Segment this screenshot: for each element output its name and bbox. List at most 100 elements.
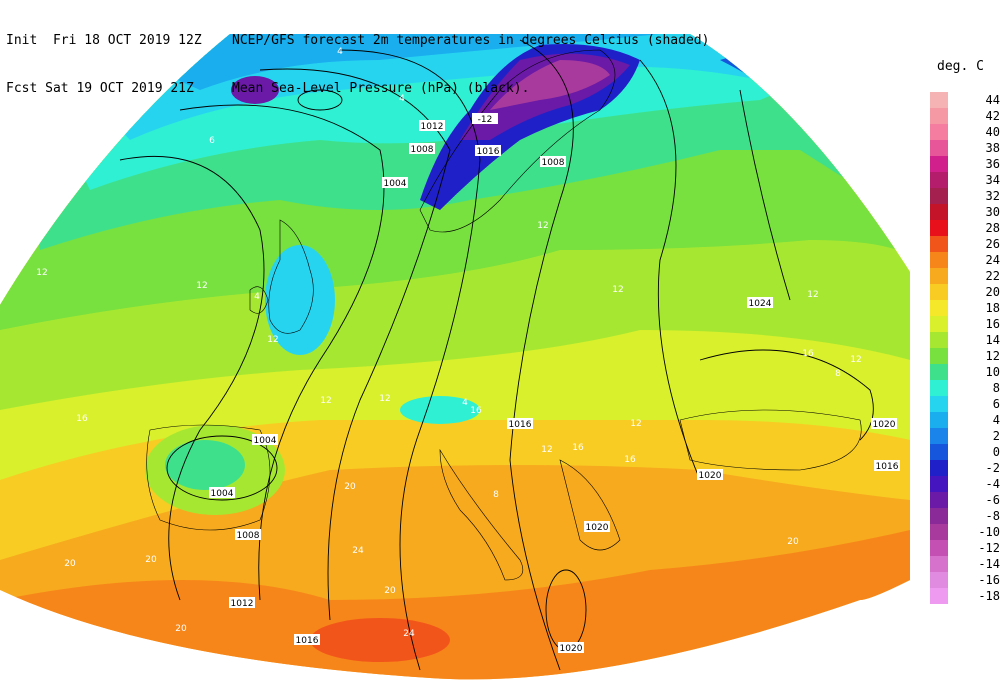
svg-text:1016: 1016 bbox=[477, 147, 500, 157]
legend-label: 40 bbox=[985, 125, 1000, 139]
temperature-label: 24 bbox=[403, 629, 415, 639]
temperature-label: 24 bbox=[352, 546, 364, 556]
temperature-label: 4 bbox=[399, 94, 405, 104]
temperature-label: 4 bbox=[254, 292, 260, 302]
legend-swatch bbox=[930, 540, 948, 556]
legend-swatch bbox=[930, 236, 948, 252]
temperature-label: 12 bbox=[537, 221, 548, 231]
temperature-label: 4 bbox=[462, 398, 468, 408]
legend-swatch bbox=[930, 396, 948, 412]
legend-label: -14 bbox=[978, 557, 1000, 571]
temperature-contour-labels: 4 4 6 12 12 4 12 16 12 12 16 12 12 16 12 20 24 20 20 20 24 12… bbox=[36, 47, 861, 639]
legend-label: 12 bbox=[985, 349, 1000, 363]
legend-swatch bbox=[930, 364, 948, 380]
temperature-label: 12 bbox=[267, 335, 278, 345]
legend-label: -12 bbox=[978, 541, 1000, 555]
temperature-label: 20 bbox=[787, 537, 799, 547]
product-title: NCEP/GFS forecast 2m temperatures in deg… bbox=[232, 33, 710, 48]
legend-label: 6 bbox=[992, 397, 1000, 411]
isobar-label: 1016 bbox=[294, 634, 320, 646]
isobar-label: 1020 bbox=[871, 418, 897, 430]
legend-label: -6 bbox=[985, 493, 1000, 507]
product-subtitle: Mean Sea-Level Pressure (hPa) (black). bbox=[232, 81, 530, 96]
legend-label: 2 bbox=[992, 429, 1000, 443]
isobar-label: 1020 bbox=[697, 469, 723, 481]
isobar-labels: 1012 1008 1004 1016 1008 1024 1004 1004 1008 1016… bbox=[209, 113, 900, 654]
isobar-label: 1016 bbox=[475, 145, 501, 157]
legend-label: 0 bbox=[992, 445, 1000, 459]
temperature-label: 16 bbox=[802, 349, 814, 359]
isobar-label: 1004 bbox=[382, 177, 408, 189]
isobar-label: 1008 bbox=[409, 143, 435, 155]
isobar-label: 1008 bbox=[540, 156, 566, 168]
temperature-label: 20 bbox=[175, 624, 187, 634]
svg-text:1020: 1020 bbox=[873, 420, 896, 430]
legend-swatch bbox=[930, 252, 948, 268]
header-product-description: NCEP/GFS forecast 2m temperatures in deg… bbox=[232, 1, 709, 113]
svg-text:1020: 1020 bbox=[560, 644, 583, 654]
temperature-label: 8 bbox=[493, 490, 499, 500]
temperature-label: 20 bbox=[145, 555, 157, 565]
legend-label: 8 bbox=[992, 381, 1000, 395]
legend-swatch bbox=[930, 508, 948, 524]
legend-label: 36 bbox=[985, 157, 1000, 171]
svg-text:1020: 1020 bbox=[699, 471, 722, 481]
svg-text:1012: 1012 bbox=[421, 122, 444, 132]
init-time: Init Fri 18 OCT 2019 12Z bbox=[6, 33, 202, 48]
temperature-label: 12 bbox=[196, 281, 207, 291]
legend-label: 34 bbox=[985, 173, 1000, 187]
legend-swatch bbox=[930, 188, 948, 204]
temperature-label: 16 bbox=[572, 443, 584, 453]
temperature-label: 12 bbox=[320, 396, 331, 406]
temperature-label: 12 bbox=[36, 268, 47, 278]
legend-swatch bbox=[930, 524, 948, 540]
legend-swatch bbox=[930, 380, 948, 396]
temperature-label: 12 bbox=[850, 355, 861, 365]
legend-swatch bbox=[930, 124, 948, 140]
svg-text:1024: 1024 bbox=[749, 299, 772, 309]
svg-text:1008: 1008 bbox=[411, 145, 434, 155]
svg-text:1016: 1016 bbox=[509, 420, 532, 430]
isobar-label: 1004 bbox=[209, 487, 235, 499]
legend-swatch bbox=[930, 412, 948, 428]
isobar-label: 1024 bbox=[747, 297, 773, 309]
svg-text:1004: 1004 bbox=[211, 489, 234, 499]
legend-label: -10 bbox=[978, 525, 1000, 539]
legend-label: 38 bbox=[985, 141, 1000, 155]
legend-label: 20 bbox=[985, 285, 1000, 299]
legend-label: 28 bbox=[985, 221, 1000, 235]
temperature-label: 20 bbox=[64, 559, 76, 569]
temperature-label: 12 bbox=[807, 290, 818, 300]
isobar-label: 1012 bbox=[229, 597, 255, 609]
legend-label: 10 bbox=[985, 365, 1000, 379]
legend-swatch bbox=[930, 156, 948, 172]
legend-swatch bbox=[930, 556, 948, 572]
isobar-label: 1004 bbox=[252, 434, 278, 446]
legend-swatch bbox=[930, 316, 948, 332]
legend-label: 4 bbox=[992, 413, 1000, 427]
legend-label: 14 bbox=[985, 333, 1000, 347]
temperature-label: 12 bbox=[612, 285, 623, 295]
temperature-label: 20 bbox=[384, 586, 396, 596]
temperature-label: 16 bbox=[76, 414, 88, 424]
legend-swatch bbox=[930, 172, 948, 188]
legend-label: 30 bbox=[985, 205, 1000, 219]
isobar-label: 1012 bbox=[419, 120, 445, 132]
legend-swatch bbox=[930, 300, 948, 316]
legend-swatch bbox=[930, 588, 948, 604]
temperature-label: 8 bbox=[835, 369, 841, 379]
legend-label: -4 bbox=[985, 477, 1000, 491]
legend-label: -16 bbox=[978, 573, 1000, 587]
isobar-label: 1008 bbox=[235, 529, 261, 541]
svg-text:1016: 1016 bbox=[296, 636, 319, 646]
legend-label: 18 bbox=[985, 301, 1000, 315]
forecast-time: Fcst Sat 19 OCT 2019 21Z bbox=[6, 81, 194, 96]
legend-label: 42 bbox=[985, 109, 1000, 123]
svg-text:1004: 1004 bbox=[384, 179, 407, 189]
legend-swatch bbox=[930, 204, 948, 220]
svg-text:1012: 1012 bbox=[231, 599, 254, 609]
isobar-label: 1016 bbox=[874, 460, 900, 472]
legend-label: 26 bbox=[985, 237, 1000, 251]
